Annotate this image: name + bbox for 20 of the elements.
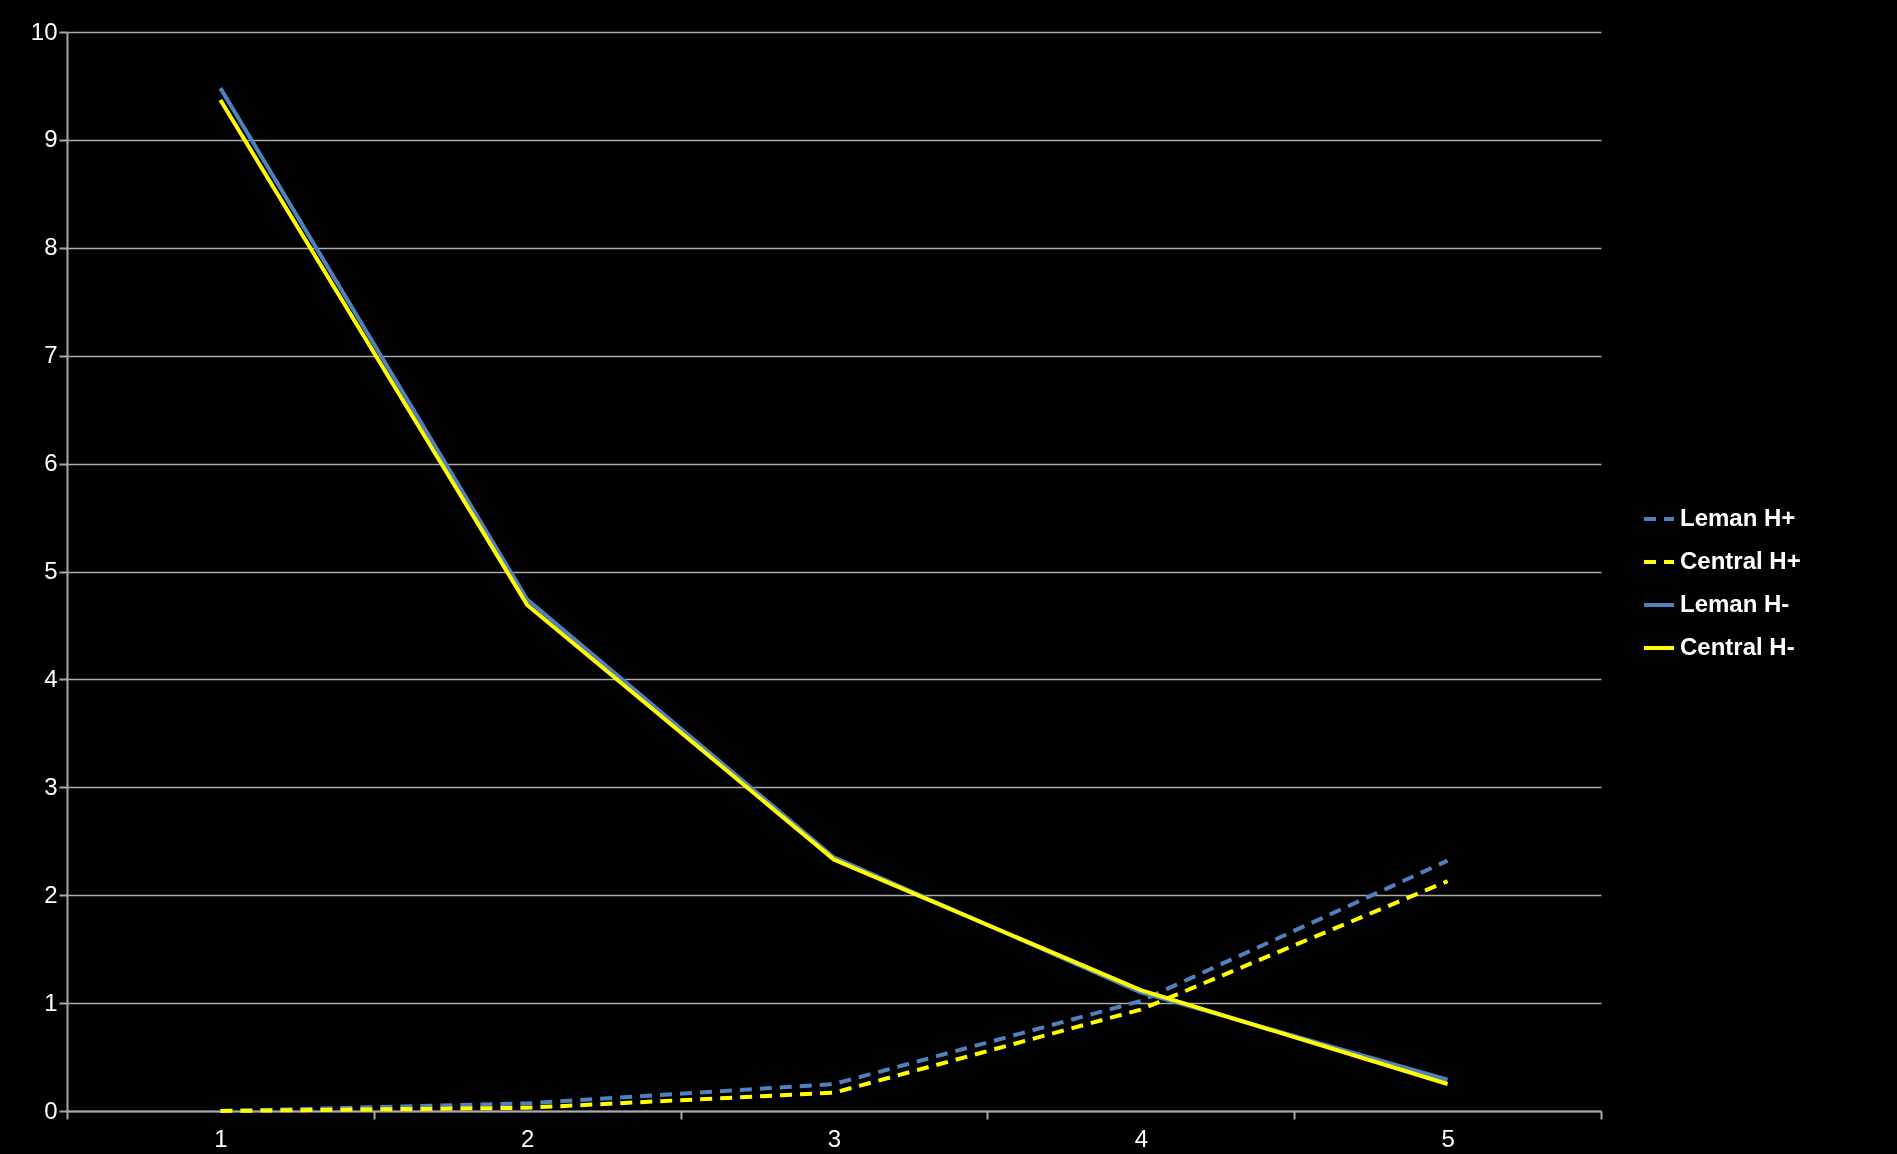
x-tick-label: 5 — [1441, 1124, 1455, 1152]
legend-label: Leman H- — [1680, 590, 1790, 617]
y-tick-label: 0 — [44, 1096, 58, 1124]
y-tick-label: 6 — [44, 449, 58, 477]
x-tick-label: 1 — [214, 1124, 228, 1152]
y-tick-label: 9 — [44, 125, 58, 153]
y-tick-label: 3 — [44, 772, 58, 800]
y-tick-label: 8 — [44, 233, 58, 261]
legend-label: Leman H+ — [1680, 504, 1796, 531]
y-tick-label: 7 — [44, 341, 58, 369]
legend-label: Central H- — [1680, 633, 1795, 660]
x-tick-label: 2 — [521, 1124, 535, 1152]
x-tick-label: 3 — [827, 1124, 842, 1152]
y-tick-label: 1 — [44, 988, 58, 1016]
y-tick-label: 4 — [44, 664, 58, 692]
y-tick-label: 10 — [30, 17, 58, 45]
y-tick-label: 5 — [44, 557, 58, 584]
legend-label: Central H+ — [1680, 547, 1801, 574]
x-tick-label: 4 — [1134, 1124, 1148, 1152]
y-tick-label: 2 — [44, 880, 58, 908]
